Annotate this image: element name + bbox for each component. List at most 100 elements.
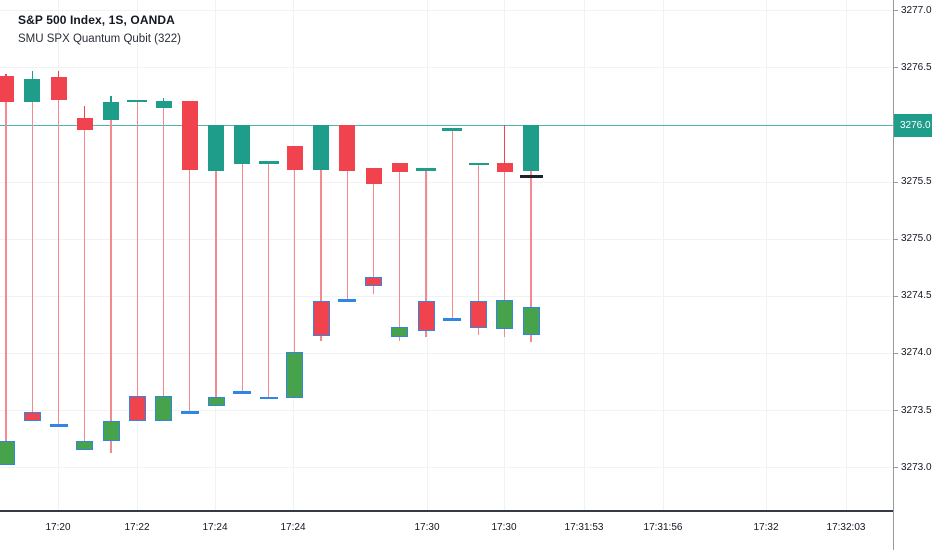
price-axis-tick — [894, 410, 898, 411]
price-axis-label: 3275.5 — [901, 176, 932, 188]
main-candle-doji — [468, 162, 489, 166]
link-wick — [84, 129, 86, 451]
link-wick — [451, 129, 453, 320]
time-axis-label: 17:20 — [45, 522, 71, 533]
time-axis[interactable]: 17:20 17:22 17:24 17:24 17:30 17:30 17:31:53 17… — [0, 510, 893, 550]
link-wick — [399, 171, 401, 341]
time-axis-label: 17:32:03 — [826, 522, 866, 533]
price-axis-tick — [894, 238, 898, 240]
indicator-candle-body-up — [76, 441, 94, 451]
main-candle-wick — [31, 71, 33, 80]
main-candle-body-up — [103, 102, 119, 121]
indicator-candle-body-up — [155, 395, 172, 421]
indicator-candle-doji — [233, 390, 252, 394]
price-axis-label: 3273.5 — [901, 404, 932, 416]
time-axis-label: 17:31:56 — [643, 522, 683, 533]
indicator-candle-body-down — [23, 411, 41, 421]
h-gridline — [0, 181, 893, 183]
price-axis-tick — [894, 467, 898, 469]
price-axis-label: 3274.0 — [901, 347, 932, 359]
main-candle-doji — [258, 161, 279, 164]
main-candle-wick — [162, 97, 165, 101]
v-gridline — [427, 0, 428, 510]
current-price-line — [0, 124, 893, 126]
main-candle-body-up — [234, 125, 251, 164]
main-candle-wick — [84, 105, 86, 119]
symbol-title[interactable]: S&P 500 Index, 1S, OANDA — [18, 13, 175, 27]
v-gridline — [846, 0, 847, 510]
indicator-candle-body-down — [417, 300, 435, 331]
time-axis-label: 17:22 — [124, 522, 150, 533]
indicator-candle-body-up — [207, 396, 225, 406]
main-candle-doji — [416, 168, 436, 171]
main-candle-body-down — [76, 118, 93, 130]
indicator-candle-body-up — [286, 352, 304, 398]
main-candle-body-down — [496, 162, 513, 172]
price-axis-tick — [894, 181, 898, 183]
link-wick — [477, 163, 480, 336]
time-axis-label: 17:24 — [280, 522, 306, 533]
v-gridline — [293, 0, 294, 510]
link-wick — [31, 102, 33, 421]
h-gridline — [0, 10, 893, 12]
main-candle-body-down — [181, 101, 198, 170]
chart-plot-area[interactable] — [0, 0, 893, 510]
main-candle-body-down — [286, 145, 303, 170]
time-axis-label: 17:31:53 — [564, 522, 604, 533]
link-wick — [5, 102, 7, 466]
main-candle-body-down — [365, 168, 382, 185]
v-gridline — [584, 0, 585, 510]
main-candle-body-down — [339, 125, 356, 171]
link-wick — [425, 169, 427, 338]
link-wick — [136, 101, 138, 421]
indicator-candle-doji — [259, 396, 278, 400]
indicator-candle-body-down — [470, 300, 487, 329]
indicator-candle-doji — [443, 317, 462, 321]
link-wick — [372, 184, 375, 294]
price-axis-label: 3275.0 — [901, 233, 932, 245]
main-candle-doji — [127, 99, 148, 103]
main-candle-body-up — [208, 125, 224, 171]
indicator-label[interactable]: SMU SPX Quantum Qubit (322) — [18, 33, 181, 45]
link-wick — [346, 170, 348, 301]
indicator-candle-doji — [338, 299, 357, 303]
main-candle-body-up — [155, 101, 172, 108]
main-candle-body-down — [391, 162, 408, 172]
main-candle-wick — [5, 73, 7, 76]
time-axis-label: 17:24 — [202, 522, 228, 533]
main-candle-body-up — [313, 125, 329, 170]
main-candle-doji — [442, 128, 463, 131]
time-axis-label: 17:30 — [491, 522, 517, 533]
link-wick — [320, 169, 322, 341]
link-wick — [530, 170, 532, 342]
h-gridline — [0, 295, 893, 297]
price-axis-label: 3274.5 — [901, 290, 932, 302]
h-gridline — [0, 467, 893, 469]
link-wick — [162, 107, 165, 421]
price-axis-tick — [894, 352, 898, 354]
price-axis-label: 3277.0 — [901, 4, 932, 16]
indicator-candle-body-up — [391, 327, 409, 338]
indicator-candle-doji — [49, 423, 68, 427]
current-price-tag: 3276.0 — [894, 113, 932, 137]
main-candle-wick — [504, 125, 506, 163]
legend: S&P 500 Index, 1S, OANDA SMU SPX Quantum… — [18, 14, 181, 46]
h-gridline — [0, 238, 893, 240]
link-wick — [215, 170, 217, 406]
price-axis-tick — [894, 295, 898, 297]
link-wick — [241, 163, 243, 393]
indicator-candle-body-up — [522, 306, 540, 336]
link-wick — [57, 99, 60, 426]
indicator-candle-body-up — [0, 441, 15, 466]
link-wick — [189, 169, 191, 413]
time-axis-label: 17:30 — [414, 522, 440, 533]
indicator-candle-body-down — [312, 300, 330, 337]
main-candle-wick — [110, 96, 112, 103]
price-axis[interactable]: 3277.0 3276.5 3276.0 3275.5 3275.0 3274.5 3274… — [893, 0, 932, 550]
h-gridline — [0, 410, 893, 411]
link-wick — [110, 120, 112, 453]
indicator-candle-body-up — [102, 420, 120, 442]
link-wick — [294, 169, 296, 398]
price-axis-tick — [894, 67, 898, 69]
indicator-candle-body-down — [365, 276, 382, 286]
